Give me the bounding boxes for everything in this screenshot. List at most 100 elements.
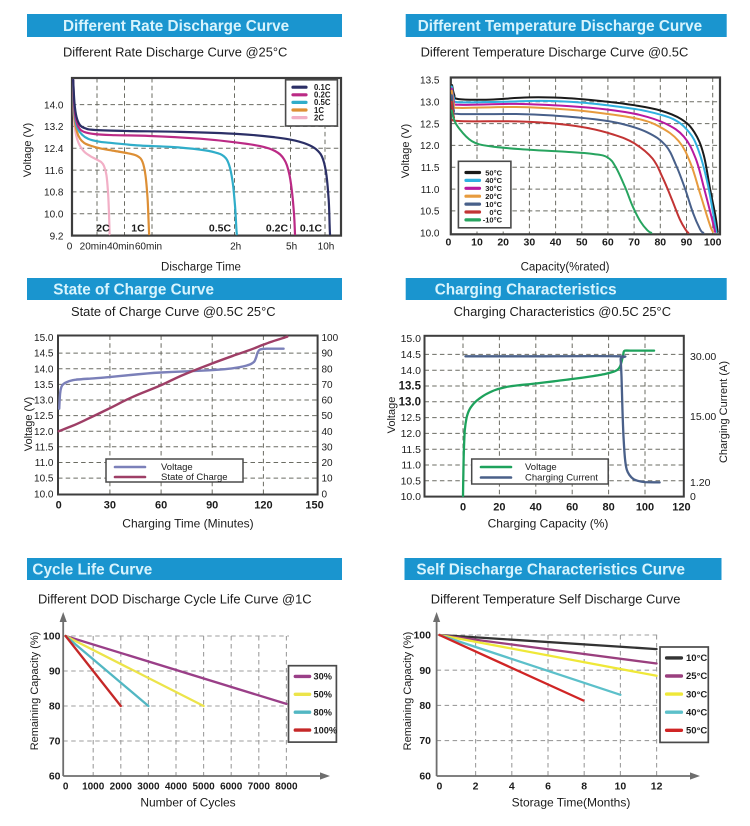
svg-text:13.0: 13.0 <box>420 97 440 108</box>
svg-text:80: 80 <box>49 701 61 713</box>
svg-text:10°C: 10°C <box>686 653 707 664</box>
svg-text:50: 50 <box>576 236 588 248</box>
svg-text:50°C: 50°C <box>485 168 502 177</box>
svg-text:70: 70 <box>49 736 61 748</box>
svg-text:11.0: 11.0 <box>421 185 440 196</box>
svg-text:1000: 1000 <box>82 782 105 793</box>
svg-text:Different Rate Discharge Curve: Different Rate Discharge Curve <box>63 18 289 35</box>
svg-text:13.0: 13.0 <box>34 396 54 407</box>
svg-text:40: 40 <box>322 427 334 438</box>
svg-text:150: 150 <box>305 500 323 512</box>
svg-text:20°C: 20°C <box>485 192 502 201</box>
svg-text:14.0: 14.0 <box>44 100 64 111</box>
svg-text:70: 70 <box>322 380 334 391</box>
svg-text:100: 100 <box>704 236 722 248</box>
svg-text:State of Charge Curve: State of Charge Curve <box>53 281 214 298</box>
svg-text:State of Charge: State of Charge <box>161 472 228 483</box>
svg-text:80%: 80% <box>314 707 332 717</box>
svg-text:0: 0 <box>67 242 73 253</box>
svg-text:6000: 6000 <box>220 782 243 793</box>
svg-text:20: 20 <box>493 502 505 514</box>
svg-text:11.6: 11.6 <box>45 166 64 177</box>
svg-text:20: 20 <box>497 236 509 248</box>
svg-text:80: 80 <box>654 236 666 248</box>
svg-text:60: 60 <box>49 771 61 783</box>
svg-text:1.20: 1.20 <box>690 477 711 489</box>
svg-text:13.5: 13.5 <box>399 381 422 393</box>
svg-text:Charging Characteristics @0.5C: Charging Characteristics @0.5C 25°C <box>454 304 671 319</box>
svg-text:10.5: 10.5 <box>401 475 422 487</box>
svg-text:40: 40 <box>530 502 542 514</box>
svg-text:Voltage: Voltage <box>386 397 398 434</box>
svg-text:100%: 100% <box>314 725 338 735</box>
svg-text:30: 30 <box>322 442 334 453</box>
svg-text:6: 6 <box>545 781 551 793</box>
svg-text:80: 80 <box>602 502 614 514</box>
svg-text:2: 2 <box>473 781 479 793</box>
svg-text:2000: 2000 <box>110 782 133 793</box>
svg-text:30: 30 <box>524 236 536 248</box>
svg-text:120: 120 <box>672 502 690 514</box>
svg-text:90: 90 <box>322 349 334 360</box>
svg-text:10h: 10h <box>318 242 335 253</box>
svg-text:State of Charge Curve @0.5C 25: State of Charge Curve @0.5C 25°C <box>71 304 276 319</box>
svg-text:2C: 2C <box>314 113 324 122</box>
svg-text:8000: 8000 <box>275 782 298 793</box>
svg-text:90: 90 <box>49 666 61 678</box>
svg-text:10: 10 <box>471 236 483 248</box>
svg-text:30°C: 30°C <box>686 689 707 700</box>
svg-text:14.5: 14.5 <box>401 349 422 361</box>
svg-text:Voltage (V): Voltage (V) <box>400 124 412 178</box>
svg-text:5h: 5h <box>286 242 297 253</box>
svg-text:0: 0 <box>436 781 442 793</box>
svg-text:0: 0 <box>56 500 62 512</box>
svg-text:30: 30 <box>104 500 116 512</box>
svg-text:9.2: 9.2 <box>50 231 64 242</box>
svg-text:Charging Time (Minutes): Charging Time (Minutes) <box>122 517 253 531</box>
svg-text:50%: 50% <box>314 690 332 700</box>
svg-text:0: 0 <box>445 236 451 248</box>
svg-text:60min: 60min <box>135 242 162 253</box>
svg-text:80: 80 <box>419 700 431 712</box>
svg-text:1C: 1C <box>314 106 324 115</box>
svg-text:Charging Current (A): Charging Current (A) <box>718 361 730 463</box>
svg-text:14.0: 14.0 <box>401 365 422 377</box>
svg-text:80: 80 <box>322 364 334 375</box>
svg-text:0.1C: 0.1C <box>314 83 331 92</box>
svg-text:12.4: 12.4 <box>44 144 64 155</box>
svg-text:5000: 5000 <box>192 782 215 793</box>
svg-text:70: 70 <box>628 236 640 248</box>
svg-text:0: 0 <box>322 489 328 500</box>
svg-text:3000: 3000 <box>137 782 160 793</box>
svg-text:60: 60 <box>566 502 578 514</box>
svg-text:Voltage (V): Voltage (V) <box>22 123 34 177</box>
svg-text:11.0: 11.0 <box>35 458 54 469</box>
svg-text:12.0: 12.0 <box>34 427 54 438</box>
svg-text:Different Temperature Discharg: Different Temperature Discharge Curve <box>418 18 703 35</box>
svg-text:50°C: 50°C <box>686 726 707 737</box>
svg-text:60: 60 <box>602 236 614 248</box>
svg-text:Voltage: Voltage <box>525 462 557 473</box>
svg-text:Voltage: Voltage <box>161 462 193 473</box>
svg-text:100: 100 <box>322 333 339 344</box>
svg-text:90: 90 <box>206 500 218 512</box>
svg-text:10: 10 <box>615 781 627 793</box>
svg-text:10.0: 10.0 <box>34 489 54 500</box>
svg-text:70: 70 <box>419 735 431 747</box>
svg-text:12: 12 <box>651 781 663 793</box>
svg-text:10.5: 10.5 <box>34 474 54 485</box>
svg-text:Different Temperature Self Dis: Different Temperature Self Discharge Cur… <box>431 592 681 607</box>
svg-text:4000: 4000 <box>165 782 188 793</box>
svg-text:50: 50 <box>322 411 334 422</box>
svg-text:30.00: 30.00 <box>690 351 716 363</box>
svg-text:10°C: 10°C <box>485 200 502 209</box>
svg-text:12.5: 12.5 <box>401 412 422 424</box>
svg-text:30°C: 30°C <box>485 184 502 193</box>
svg-text:Different DOD Discharge Cycle: Different DOD Discharge Cycle Life Curve… <box>38 592 312 607</box>
svg-text:Charging Capacity (%): Charging Capacity (%) <box>488 517 609 531</box>
svg-text:0.5C: 0.5C <box>314 98 331 107</box>
svg-text:12.0: 12.0 <box>401 428 422 440</box>
svg-text:Discharge Time: Discharge Time <box>161 262 241 274</box>
svg-text:7000: 7000 <box>248 782 271 793</box>
svg-text:100: 100 <box>413 630 431 642</box>
